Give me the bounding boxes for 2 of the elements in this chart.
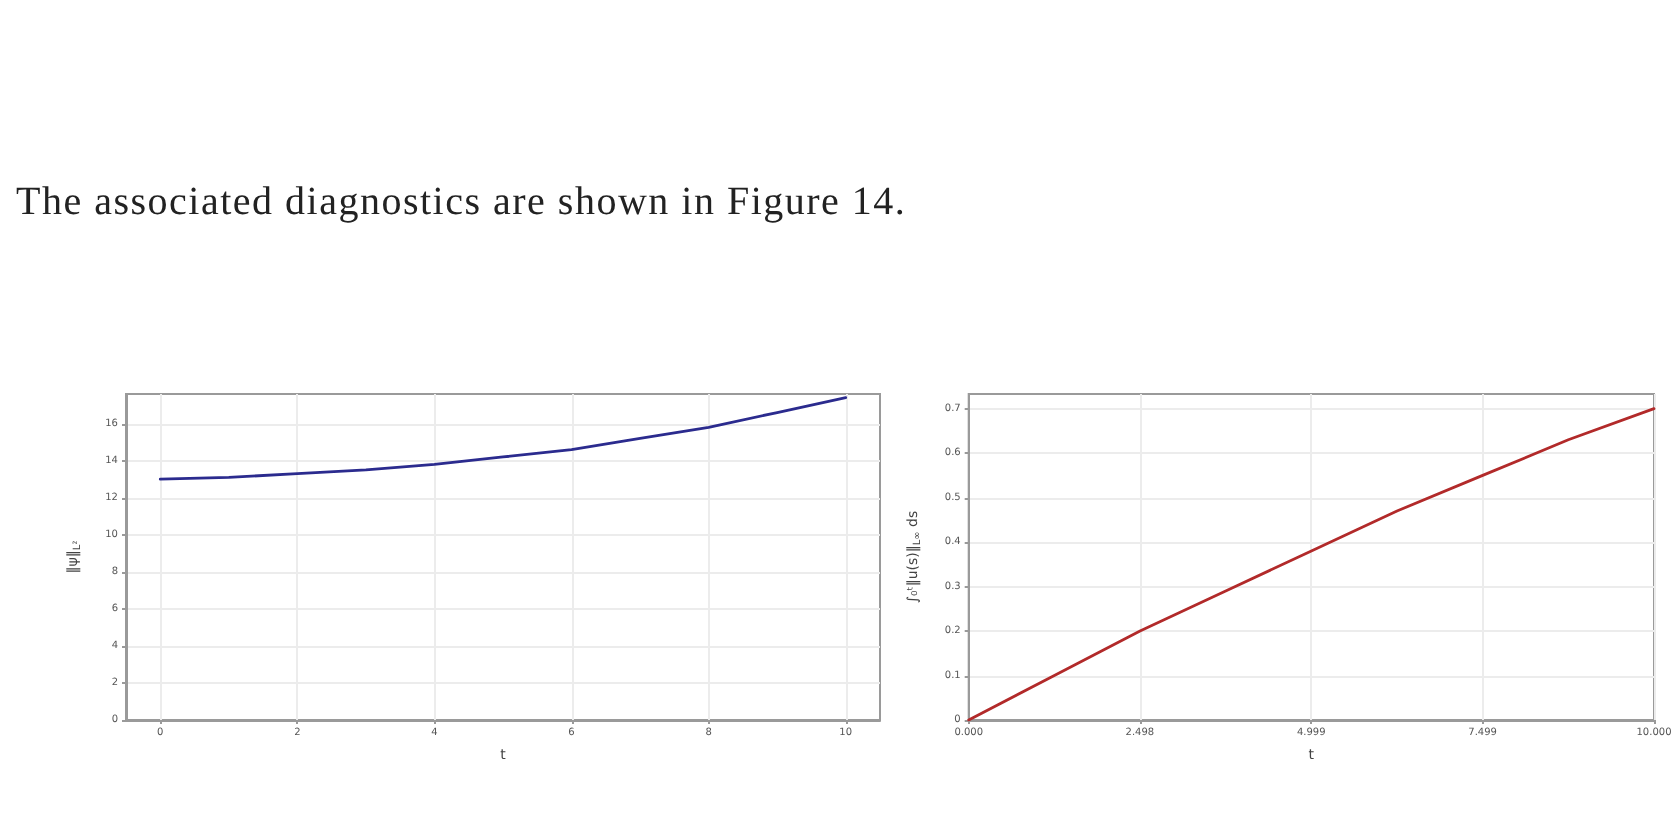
- text: The associated diagnostics are shown in Figure 14.: [16, 180, 907, 224]
- line-series: [158, 396, 848, 481]
